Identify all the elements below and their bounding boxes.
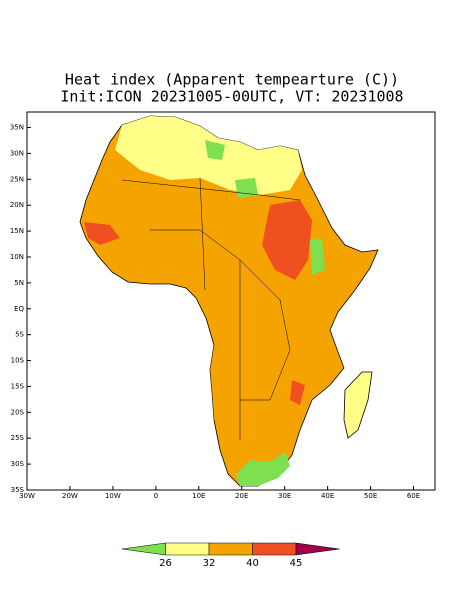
y-tick-label: EQ — [14, 305, 24, 313]
x-tick-label: 60E — [407, 492, 420, 500]
y-tick-label: 20N — [10, 201, 24, 209]
colorbar-segment — [165, 542, 210, 556]
colorbar-label: 32 — [203, 558, 216, 569]
y-tick-label: 15S — [11, 382, 25, 390]
y-tick-label: 5N — [14, 279, 24, 287]
y-tick-label: 35N — [10, 124, 24, 132]
x-tick-label: 50E — [364, 492, 377, 500]
x-tick-label: 10E — [192, 492, 205, 500]
y-tick-label: 30N — [10, 149, 24, 157]
y-tick-label: 20S — [11, 408, 25, 416]
y-tick-label: 35S — [11, 486, 25, 494]
x-tick-label: 20E — [235, 492, 248, 500]
x-tick-label: 30W — [19, 492, 35, 500]
map-frame — [26, 111, 436, 491]
colorbar-label: 40 — [246, 558, 259, 569]
x-tick-label: 10W — [105, 492, 121, 500]
y-tick-label: 5S — [15, 331, 24, 339]
y-tick-label: 25N — [10, 175, 24, 183]
y-tick-label: 25S — [11, 434, 25, 442]
y-tick-label: 10N — [10, 253, 24, 261]
continent — [79, 115, 379, 487]
x-tick-label: 40E — [321, 492, 334, 500]
x-tick-label: 0 — [154, 492, 158, 500]
colorbar-segment — [295, 542, 340, 556]
colorbar-label: 26 — [159, 558, 172, 569]
colorbar-segment — [252, 542, 297, 556]
colorbar-segment — [208, 542, 253, 556]
x-tick-label: 30E — [278, 492, 291, 500]
colorbar-segment — [121, 542, 166, 556]
x-tick-label: 20W — [62, 492, 78, 500]
y-tick-label: 30S — [11, 460, 25, 468]
subtitle: Init:ICON 20231005-00UTC, VT: 20231008 — [60, 88, 403, 106]
colorbar-label: 45 — [290, 558, 303, 569]
y-tick-label: 10S — [11, 357, 25, 365]
y-tick-label: 15N — [10, 227, 24, 235]
title: Heat index (Apparent tempearture (C)) — [65, 71, 399, 89]
